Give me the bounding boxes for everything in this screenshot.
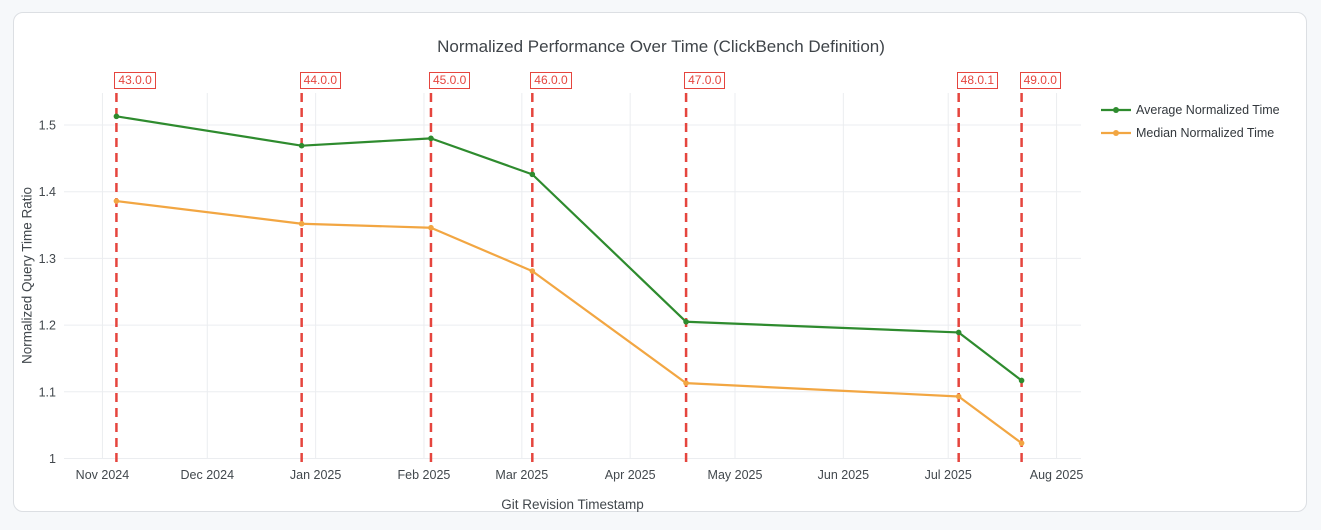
y-tick-label: 1	[49, 452, 56, 466]
legend-marker-average-icon	[1113, 106, 1119, 113]
chart-title: Normalized Performance Over Time (ClickB…	[437, 37, 885, 56]
x-tick-label: Mar 2025	[495, 468, 548, 482]
legend-swatch-average	[1101, 106, 1131, 113]
series-marker-Median Normalized Time	[529, 268, 536, 274]
x-tick-label: Apr 2025	[605, 468, 656, 482]
series-marker-Average Normalized Time	[298, 142, 305, 149]
legend-label-average: Average Normalized Time	[1136, 102, 1280, 117]
performance-chart[interactable]: Nov 2024 Dec 2024 Jan 2025 Feb 2025 Mar 2025…	[14, 13, 1308, 513]
legend-marker-median-icon	[1113, 129, 1119, 136]
legend-item-average[interactable]: Average Normalized Time	[1101, 99, 1280, 120]
x-tick-label: Jun 2025	[818, 468, 869, 482]
series-marker-Median Normalized Time	[113, 198, 120, 204]
legend-label-median: Median Normalized Time	[1136, 125, 1275, 140]
x-tick-label: Nov 2024	[76, 468, 130, 482]
series-marker-Median Normalized Time	[1018, 440, 1025, 446]
legend-swatch-median	[1101, 129, 1131, 136]
series-marker-Median Normalized Time	[683, 380, 689, 386]
x-tick-label: Jan 2025	[290, 468, 341, 482]
series-marker-Average Normalized Time	[529, 171, 536, 178]
series-marker-Average Normalized Time	[428, 135, 434, 142]
series-marker-Average Normalized Time	[683, 318, 689, 325]
y-tick-label: 1.4	[39, 185, 56, 199]
y-tick-label: 1.5	[39, 119, 56, 133]
x-tick-label: Aug 2025	[1030, 468, 1084, 482]
series-marker-Average Normalized Time	[955, 329, 962, 336]
y-tick-label: 1.3	[39, 252, 56, 266]
x-tick-label: Dec 2024	[181, 468, 235, 482]
series-marker-Median Normalized Time	[428, 224, 434, 231]
legend-item-median[interactable]: Median Normalized Time	[1101, 122, 1280, 143]
series-marker-Median Normalized Time	[955, 393, 962, 400]
series-marker-Average Normalized Time	[1018, 377, 1025, 384]
x-tick-label: Feb 2025	[398, 468, 451, 482]
legend: Average Normalized Time Median Normalize…	[1101, 99, 1280, 143]
x-tick-label: May 2025	[708, 468, 763, 482]
x-tick-label: Jul 2025	[925, 468, 972, 482]
series-line-Median Normalized Time	[116, 199, 1023, 445]
series-line-Average Normalized Time	[116, 115, 1023, 382]
y-tick-label: 1.2	[39, 319, 56, 333]
series-marker-Median Normalized Time	[298, 220, 305, 227]
x-axis-title: Git Revision Timestamp	[501, 497, 644, 512]
series-marker-Average Normalized Time	[113, 113, 120, 120]
chart-card: Normalized Performance Over Time (ClickB…	[13, 12, 1307, 512]
y-tick-label: 1.1	[39, 385, 56, 399]
